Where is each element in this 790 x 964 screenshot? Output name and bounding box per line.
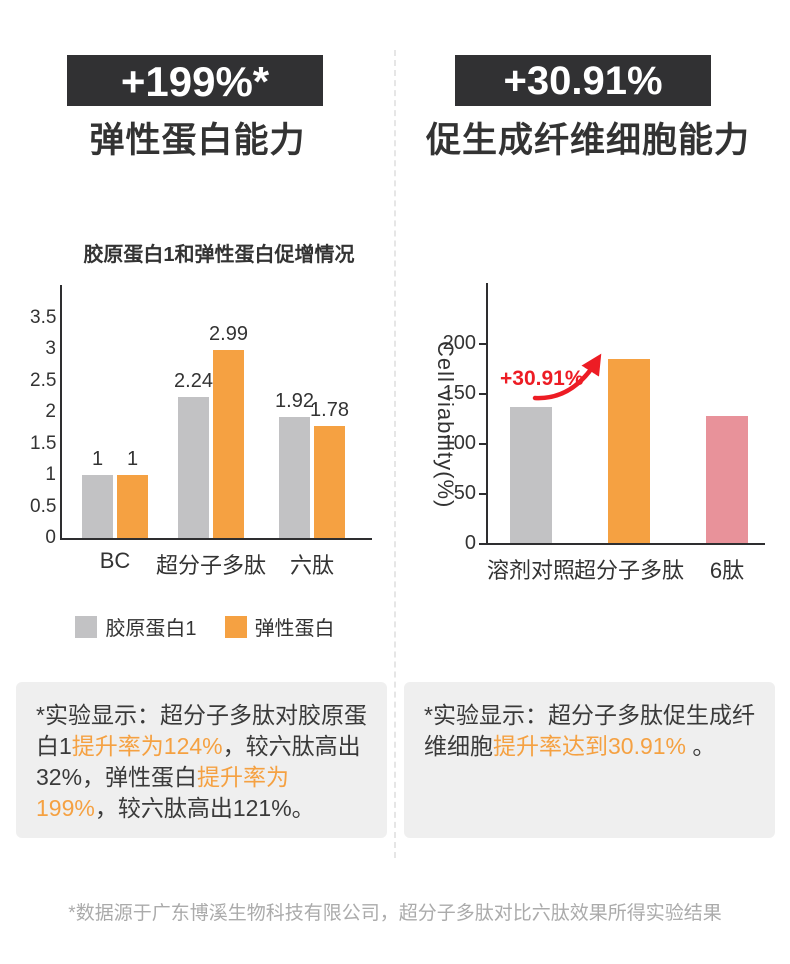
- left-chart-title: 胶原蛋白1和弹性蛋白促增情况: [83, 244, 355, 266]
- bar-六肽-1: [314, 426, 345, 538]
- y-tick-label: 2: [45, 401, 56, 422]
- y-tick-mark: [479, 543, 486, 545]
- y-tick-label: 0: [464, 532, 476, 554]
- note-text-segment: *实验显示：超分子多肽对胶原蛋白1: [36, 702, 367, 759]
- bar-value-label: 2.99: [209, 323, 248, 345]
- increase-arrow-icon: [532, 353, 602, 401]
- y-tick-label: 1.5: [30, 432, 57, 454]
- note-text-segment: *实验显示：超分子多肽促生成纤维细胞: [424, 702, 755, 759]
- legend-item: 胶原蛋白1: [75, 612, 197, 641]
- y-tick-label: 2.5: [30, 369, 57, 391]
- y-axis: [60, 285, 62, 540]
- footnote: *数据源于广东博溪生物科技有限公司，超分子多肽对比六肽效果所得实验结果: [68, 903, 722, 924]
- x-axis: [486, 543, 765, 545]
- y-tick-label: 1: [45, 464, 56, 485]
- y-tick-label: 3: [45, 338, 56, 359]
- bar-value-label: 2.24: [174, 370, 213, 392]
- left-subtitle: 弹性蛋白能力: [89, 121, 306, 160]
- x-axis: [60, 538, 372, 540]
- bar-value-label: 1: [126, 448, 139, 470]
- bar-BC-0: [82, 475, 113, 538]
- bar-value-label: 1.92: [275, 390, 314, 412]
- note-text-segment: ，较六肽高出121%。: [94, 795, 315, 821]
- left-chart-legend: 胶原蛋白1 弹性蛋白: [20, 612, 390, 641]
- x-category-label: 六肽: [289, 553, 334, 578]
- y-tick-label: 0: [45, 527, 56, 548]
- right-bar-chart: Cell viability(%) +30.91% 0 50 100 150 200 溶剂…: [420, 275, 780, 590]
- bar-六肽-0: [279, 417, 310, 538]
- bar-value-label: 1: [91, 448, 104, 470]
- legend-label: 弹性蛋白: [254, 618, 335, 640]
- y-tick-label: 3.5: [30, 306, 57, 328]
- y-tick-mark: [479, 443, 486, 445]
- legend-swatch-icon: [224, 615, 247, 638]
- x-category-label: BC: [99, 548, 131, 573]
- column-divider: [394, 50, 396, 858]
- x-category-label: 溶剂对照: [486, 558, 575, 583]
- left-note-text: *实验显示：超分子多肽对胶原蛋白1提升率为124%，较六肽高出32%，弹性蛋白提…: [16, 682, 387, 842]
- bar-超分子多肽: [608, 359, 650, 543]
- x-category-label: 超分子多肽: [573, 558, 684, 583]
- legend-swatch-icon: [75, 615, 98, 638]
- y-tick-label: 50: [453, 482, 476, 504]
- right-chart-y-axis-label: Cell viability(%): [433, 341, 458, 509]
- increase-annotation: +30.91%: [500, 367, 584, 390]
- bar-超分子多肽-0: [178, 397, 209, 538]
- y-tick-mark: [479, 393, 486, 395]
- y-tick-label: 0.5: [30, 495, 57, 517]
- y-axis: [486, 283, 488, 545]
- bar-超分子多肽-1: [213, 350, 244, 538]
- y-tick-label: 150: [442, 382, 476, 404]
- x-category-label: 6肽: [709, 558, 745, 583]
- right-note-box: *实验显示：超分子多肽促生成纤维细胞提升率达到30.91% 。: [404, 682, 775, 838]
- note-highlight: 提升率为124%: [71, 733, 223, 759]
- legend-label: 胶原蛋白1: [105, 618, 197, 640]
- note-highlight: 提升率为199%: [36, 764, 290, 821]
- bar-value-label: 1.78: [310, 399, 349, 421]
- left-bar-chart: 0 0.5 1 1.5 2 2.5 3 3.5 BC 1 1 超分子多肽 2.24 2.99 六肽 1.92 1…: [30, 280, 390, 580]
- right-subtitle: 促生成纤维细胞能力: [425, 121, 750, 160]
- left-stat-badge: +199%*: [67, 55, 323, 106]
- bar-溶剂对照: [510, 407, 552, 543]
- y-tick-mark: [479, 493, 486, 495]
- x-category-label: 超分子多肽: [155, 553, 266, 578]
- y-tick-mark: [479, 343, 486, 345]
- y-tick-label: 200: [442, 332, 476, 354]
- bar-6肽: [706, 416, 748, 543]
- right-note-text: *实验显示：超分子多肽促生成纤维细胞提升率达到30.91% 。: [404, 682, 775, 780]
- bar-BC-1: [117, 475, 148, 538]
- note-text-segment: 。: [686, 733, 716, 759]
- y-tick-label: 100: [442, 432, 476, 454]
- note-highlight: 提升率达到30.91%: [493, 733, 687, 759]
- note-text-segment: ，较六肽高出32%，弹性蛋白: [36, 733, 361, 790]
- right-stat-badge: +30.91%: [455, 55, 711, 106]
- left-note-box: *实验显示：超分子多肽对胶原蛋白1提升率为124%，较六肽高出32%，弹性蛋白提…: [16, 682, 387, 838]
- legend-item: 弹性蛋白: [224, 612, 335, 641]
